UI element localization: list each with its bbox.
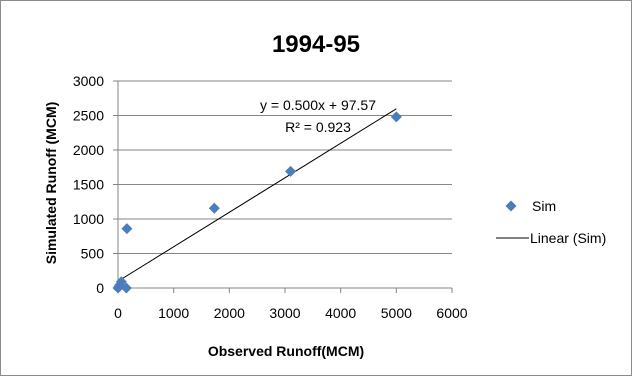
trendline-layer (117, 108, 397, 282)
y-tick-label-500: 500 (81, 246, 105, 262)
data-point-0-6 (208, 202, 220, 214)
legend-sim-marker (505, 200, 517, 212)
y-tick-label-2500: 2500 (73, 108, 104, 124)
x-tick-label-3000: 3000 (269, 305, 300, 321)
data-point-0-3 (113, 281, 125, 293)
x-tick-label-5000: 5000 (381, 305, 412, 321)
y-tick-label-2000: 2000 (73, 142, 104, 158)
y-axis-title: Simulated Runoff (MCM) (43, 102, 59, 265)
trendline-r-squared: R² = 0.923 (285, 119, 351, 135)
y-tick-label-0: 0 (96, 280, 104, 296)
x-tick-label-4000: 4000 (325, 305, 356, 321)
x-tick-label-0: 0 (114, 305, 122, 321)
y-tick-label-3000: 3000 (73, 73, 104, 89)
gridlines (118, 80, 452, 254)
data-point-0-7 (285, 165, 297, 177)
trendline (117, 108, 397, 282)
chart-title: 1994-95 (272, 31, 360, 58)
x-axis-title: Observed Runoff(MCM) (208, 343, 364, 359)
y-tick-label-1500: 1500 (73, 177, 104, 193)
x-tick-label-1000: 1000 (158, 305, 189, 321)
data-point-0-8 (390, 111, 402, 123)
legend: Sim Linear (Sim) (496, 198, 606, 246)
data-point-0-5 (121, 223, 133, 235)
legend-sim-label: Sim (532, 198, 556, 214)
y-tick-labels: 0 500 1000 1500 2000 2500 3000 (73, 73, 104, 296)
legend-linear-label: Linear (Sim) (530, 230, 606, 246)
x-tick-label-2000: 2000 (214, 305, 245, 321)
y-tick-label-1000: 1000 (73, 211, 104, 227)
data-points (112, 111, 402, 294)
x-tick-label-6000: 6000 (436, 305, 467, 321)
trendline-equation: y = 0.500x + 97.57 (260, 97, 376, 113)
data-point-0-4 (120, 282, 132, 294)
x-tick-labels: 0 1000 2000 3000 4000 5000 6000 (114, 305, 468, 321)
